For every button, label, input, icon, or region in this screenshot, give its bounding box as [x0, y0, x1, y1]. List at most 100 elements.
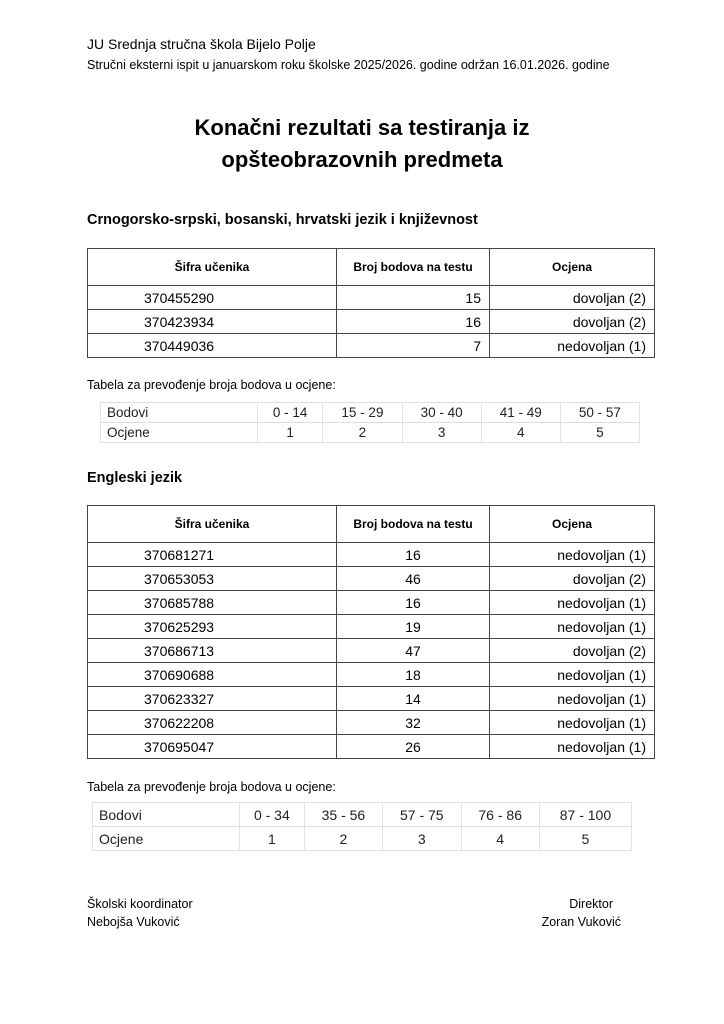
- grade: nedovoljan (1): [489, 710, 655, 735]
- column-header: Šifra učenika: [87, 248, 337, 286]
- grade: nedovoljan (1): [489, 734, 655, 759]
- grade: dovoljan (2): [489, 566, 655, 591]
- conversion-cell: 41 - 49: [480, 402, 561, 423]
- conversion-cell: 87 - 100: [538, 802, 633, 827]
- conversion-cell: 57 - 75: [382, 802, 462, 827]
- conversion-cell: 5: [559, 422, 641, 443]
- column-header: Ocjena: [489, 505, 655, 543]
- student-id: 370622208: [87, 710, 337, 735]
- conversion-cell: 76 - 86: [460, 802, 540, 827]
- conversion-row: Bodovi 0 - 34 35 - 56 57 - 75 76 - 86 87 - 10…: [92, 802, 633, 827]
- results-table: Šifra učenika Broj bodova na testu Ocjen…: [87, 248, 655, 358]
- conversion-table: Bodovi 0 - 14 15 - 29 30 - 40 41 - 49 50 - 57…: [100, 402, 641, 443]
- table-row: 370681271 16 nedovoljan (1): [87, 542, 655, 567]
- grade: nedovoljan (1): [489, 333, 655, 358]
- conversion-cell: 0 - 34: [239, 802, 305, 827]
- student-id: 370653053: [87, 566, 337, 591]
- points: 14: [336, 686, 490, 711]
- title-line-1: Konačni rezultati sa testiranja iz: [194, 115, 530, 140]
- conversion-cell: 3: [401, 422, 482, 443]
- table-row: 370449036 7 nedovoljan (1): [87, 333, 655, 358]
- conversion-cell: 1: [256, 422, 324, 443]
- conversion-cell: 5: [538, 826, 633, 851]
- table-row: 370423934 16 dovoljan (2): [87, 309, 655, 334]
- conversion-cell: 4: [460, 826, 540, 851]
- conversion-note: Tabela za prevođenje broja bodova u ocje…: [87, 780, 336, 794]
- grade: dovoljan (2): [489, 638, 655, 663]
- conversion-cell: 1: [239, 826, 305, 851]
- conversion-row: Ocjene 1 2 3 4 5: [92, 826, 633, 851]
- conversion-cell: 30 - 40: [401, 402, 482, 423]
- column-header: Broj bodova na testu: [336, 505, 490, 543]
- grade: dovoljan (2): [489, 309, 655, 334]
- subject-title: Engleski jezik: [87, 470, 183, 486]
- director-role: Direktor: [569, 897, 613, 911]
- conversion-row-label: Bodovi: [92, 802, 240, 827]
- school-name: JU Srednja stručna škola Bijelo Polje: [87, 36, 316, 52]
- grade: nedovoljan (1): [489, 662, 655, 687]
- points: 18: [336, 662, 490, 687]
- table-row: 370622208 32 nedovoljan (1): [87, 710, 655, 735]
- title-line-2: opšteobrazovnih predmeta: [221, 147, 503, 172]
- conversion-row: Bodovi 0 - 14 15 - 29 30 - 40 41 - 49 50 - 57: [100, 402, 641, 423]
- page-title: Konačni rezultati sa testiranja iz opšte…: [0, 112, 724, 176]
- points: 16: [336, 309, 490, 334]
- conversion-cell: 2: [303, 826, 384, 851]
- results-table: Šifra učenika Broj bodova na testu Ocjen…: [87, 505, 655, 759]
- student-id: 370455290: [87, 285, 337, 310]
- grade: nedovoljan (1): [489, 686, 655, 711]
- column-header: Broj bodova na testu: [336, 248, 490, 286]
- student-id: 370623327: [87, 686, 337, 711]
- subject-title: Crnogorsko-srpski, bosanski, hrvatski je…: [87, 212, 478, 228]
- conversion-note: Tabela za prevođenje broja bodova u ocje…: [87, 378, 336, 392]
- table-row: 370455290 15 dovoljan (2): [87, 285, 655, 310]
- points: 15: [336, 285, 490, 310]
- conversion-row-label: Ocjene: [92, 826, 240, 851]
- conversion-row: Ocjene 1 2 3 4 5: [100, 422, 641, 443]
- table-row: 370685788 16 nedovoljan (1): [87, 590, 655, 615]
- points: 32: [336, 710, 490, 735]
- coordinator-name: Nebojša Vuković: [87, 915, 180, 929]
- table-row: 370686713 47 dovoljan (2): [87, 638, 655, 663]
- points: 16: [336, 542, 490, 567]
- conversion-cell: 35 - 56: [303, 802, 384, 827]
- coordinator-signature: Školski koordinator Nebojša Vuković: [87, 895, 193, 931]
- points: 7: [336, 333, 490, 358]
- student-id: 370690688: [87, 662, 337, 687]
- conversion-cell: 2: [322, 422, 403, 443]
- table-row: 370695047 26 nedovoljan (1): [87, 734, 655, 759]
- points: 46: [336, 566, 490, 591]
- points: 47: [336, 638, 490, 663]
- student-id: 370681271: [87, 542, 337, 567]
- table-row: 370623327 14 nedovoljan (1): [87, 686, 655, 711]
- conversion-cell: 3: [382, 826, 462, 851]
- conversion-table: Bodovi 0 - 34 35 - 56 57 - 75 76 - 86 87 - 10…: [92, 802, 633, 851]
- grade: nedovoljan (1): [489, 542, 655, 567]
- table-row: 370625293 19 nedovoljan (1): [87, 614, 655, 639]
- grade: nedovoljan (1): [489, 590, 655, 615]
- grade: nedovoljan (1): [489, 614, 655, 639]
- table-row: 370690688 18 nedovoljan (1): [87, 662, 655, 687]
- conversion-cell: 4: [480, 422, 561, 443]
- student-id: 370423934: [87, 309, 337, 334]
- conversion-row-label: Bodovi: [100, 402, 258, 423]
- points: 19: [336, 614, 490, 639]
- column-header: Ocjena: [489, 248, 655, 286]
- director-name: Zoran Vuković: [541, 915, 621, 929]
- student-id: 370695047: [87, 734, 337, 759]
- director-signature: Direktor Zoran Vuković: [535, 895, 621, 931]
- student-id: 370685788: [87, 590, 337, 615]
- coordinator-role: Školski koordinator: [87, 897, 193, 911]
- conversion-cell: 15 - 29: [322, 402, 403, 423]
- student-id: 370686713: [87, 638, 337, 663]
- conversion-cell: 0 - 14: [256, 402, 324, 423]
- student-id: 370625293: [87, 614, 337, 639]
- grade: dovoljan (2): [489, 285, 655, 310]
- points: 26: [336, 734, 490, 759]
- conversion-row-label: Ocjene: [100, 422, 258, 443]
- column-header: Šifra učenika: [87, 505, 337, 543]
- points: 16: [336, 590, 490, 615]
- conversion-cell: 50 - 57: [559, 402, 641, 423]
- exam-subtitle: Stručni eksterni ispit u januarskom roku…: [87, 58, 610, 72]
- student-id: 370449036: [87, 333, 337, 358]
